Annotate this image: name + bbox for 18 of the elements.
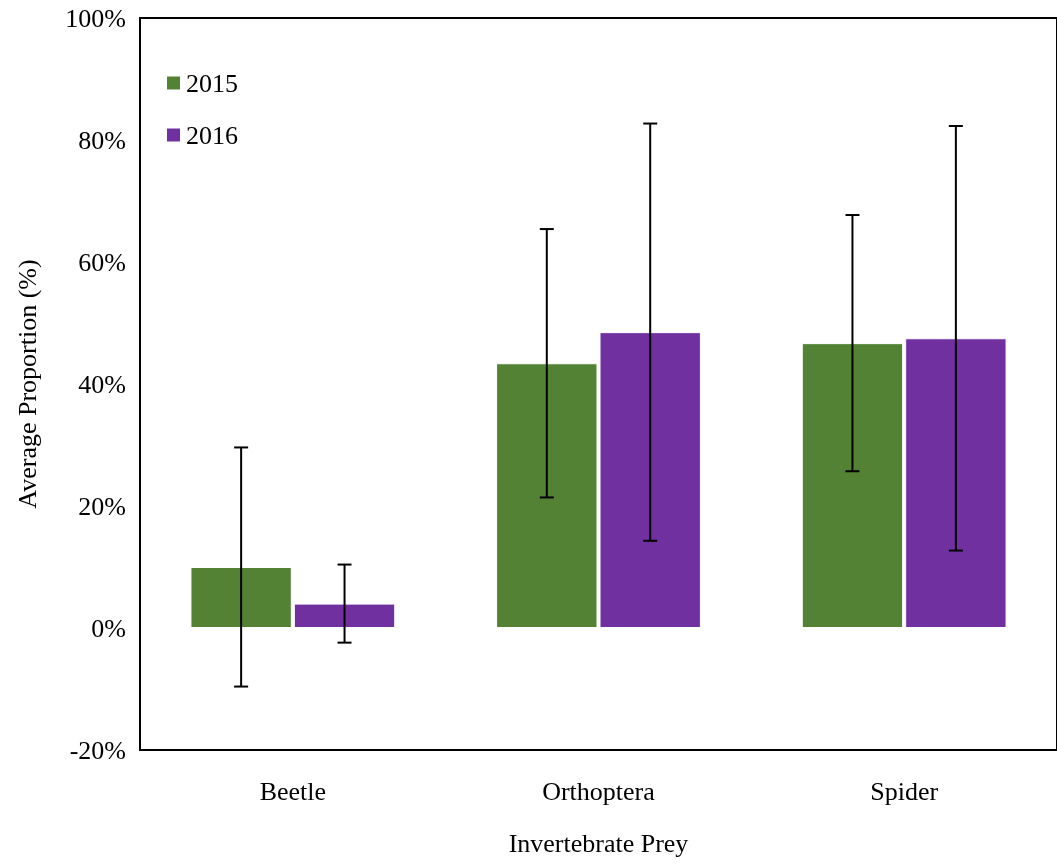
x-axis-title: Invertebrate Prey [508,828,689,858]
bar [190,567,292,628]
x-tick-label: Beetle [259,776,327,806]
y-axis-title: Average Proportion (%) [12,259,42,509]
y-tick-label: 40% [78,369,126,399]
x-tick-label: Orthoptera [542,776,656,806]
y-tick-label: -20% [69,735,126,765]
legend-label: 2016 [186,120,238,150]
y-tick-label: 0% [91,613,126,643]
y-tick-label: 100% [65,3,126,33]
y-tick-label: 80% [78,125,126,155]
y-tick-label: 60% [78,247,126,277]
x-tick-label: Spider [870,776,939,806]
bar [801,343,904,628]
bar [293,603,396,628]
y-tick-label: 20% [78,491,126,521]
legend-label: 2015 [186,68,238,98]
bar [905,338,1007,628]
